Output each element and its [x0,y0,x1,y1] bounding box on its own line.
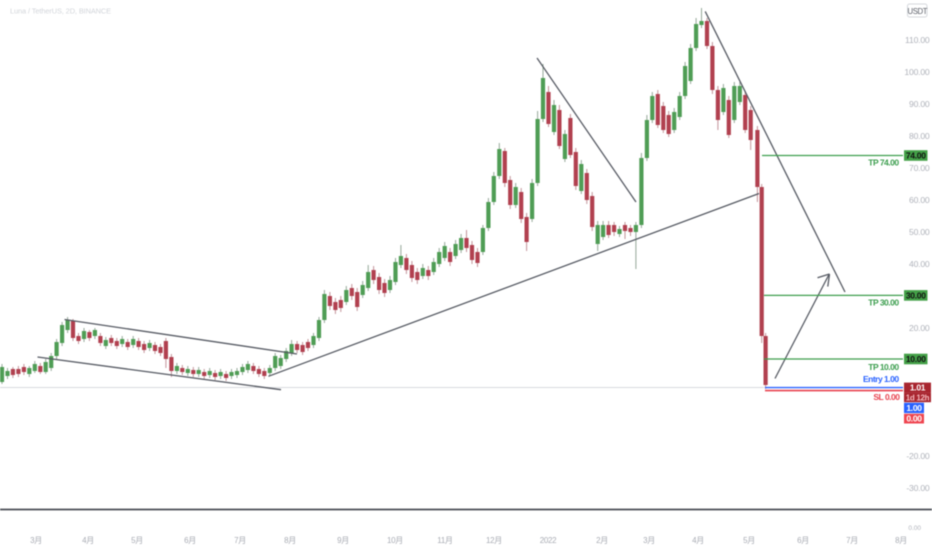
svg-text:TP 10.00: TP 10.00 [868,362,899,372]
svg-text:100.00: 100.00 [904,67,930,77]
svg-text:4月: 4月 [692,536,704,545]
svg-text:Luna / TetherUS, 2D, BINANCE: Luna / TetherUS, 2D, BINANCE [10,7,111,16]
svg-text:SL 0.00: SL 0.00 [873,392,900,402]
svg-text:74.00: 74.00 [906,151,926,161]
svg-text:8月: 8月 [284,536,296,545]
svg-text:4月: 4月 [82,536,94,545]
svg-text:0.00: 0.00 [908,525,921,532]
svg-text:7月: 7月 [846,536,858,545]
svg-text:3月: 3月 [643,536,655,545]
svg-text:70.00: 70.00 [909,163,930,173]
svg-text:1.01: 1.01 [910,383,926,393]
svg-text:80.00: 80.00 [909,131,930,141]
svg-text:10月: 10月 [387,536,403,545]
svg-text:2月: 2月 [596,536,608,545]
svg-text:11月: 11月 [437,536,452,545]
svg-text:6月: 6月 [797,536,809,545]
svg-text:60.00: 60.00 [909,195,930,205]
svg-text:1.00: 1.00 [906,403,922,413]
svg-text:12月: 12月 [486,536,502,545]
svg-text:3月: 3月 [30,536,42,545]
svg-text:9月: 9月 [337,536,349,545]
svg-text:20.00: 20.00 [909,323,930,333]
svg-text:10.00: 10.00 [906,354,926,364]
svg-text:1d 12h: 1d 12h [906,393,930,402]
svg-text:30.00: 30.00 [906,290,926,300]
svg-text:TP 74.00: TP 74.00 [868,158,899,168]
svg-text:40.00: 40.00 [909,259,930,269]
svg-text:5月: 5月 [131,536,143,545]
svg-text:0.00: 0.00 [906,414,922,424]
svg-text:6月: 6月 [184,536,196,545]
svg-text:7月: 7月 [234,536,246,545]
svg-text:8月: 8月 [895,536,907,545]
svg-text:-30.00: -30.00 [906,483,930,493]
svg-text:USDT: USDT [907,7,927,16]
svg-text:110.00: 110.00 [905,35,930,45]
svg-text:5月: 5月 [743,536,755,545]
svg-text:Entry 1.00: Entry 1.00 [863,374,899,384]
svg-text:90.00: 90.00 [909,99,930,109]
svg-text:TP 30.00: TP 30.00 [868,297,899,307]
svg-text:50.00: 50.00 [909,227,930,237]
svg-text:2022: 2022 [540,536,557,545]
svg-text:-20.00: -20.00 [906,451,930,461]
